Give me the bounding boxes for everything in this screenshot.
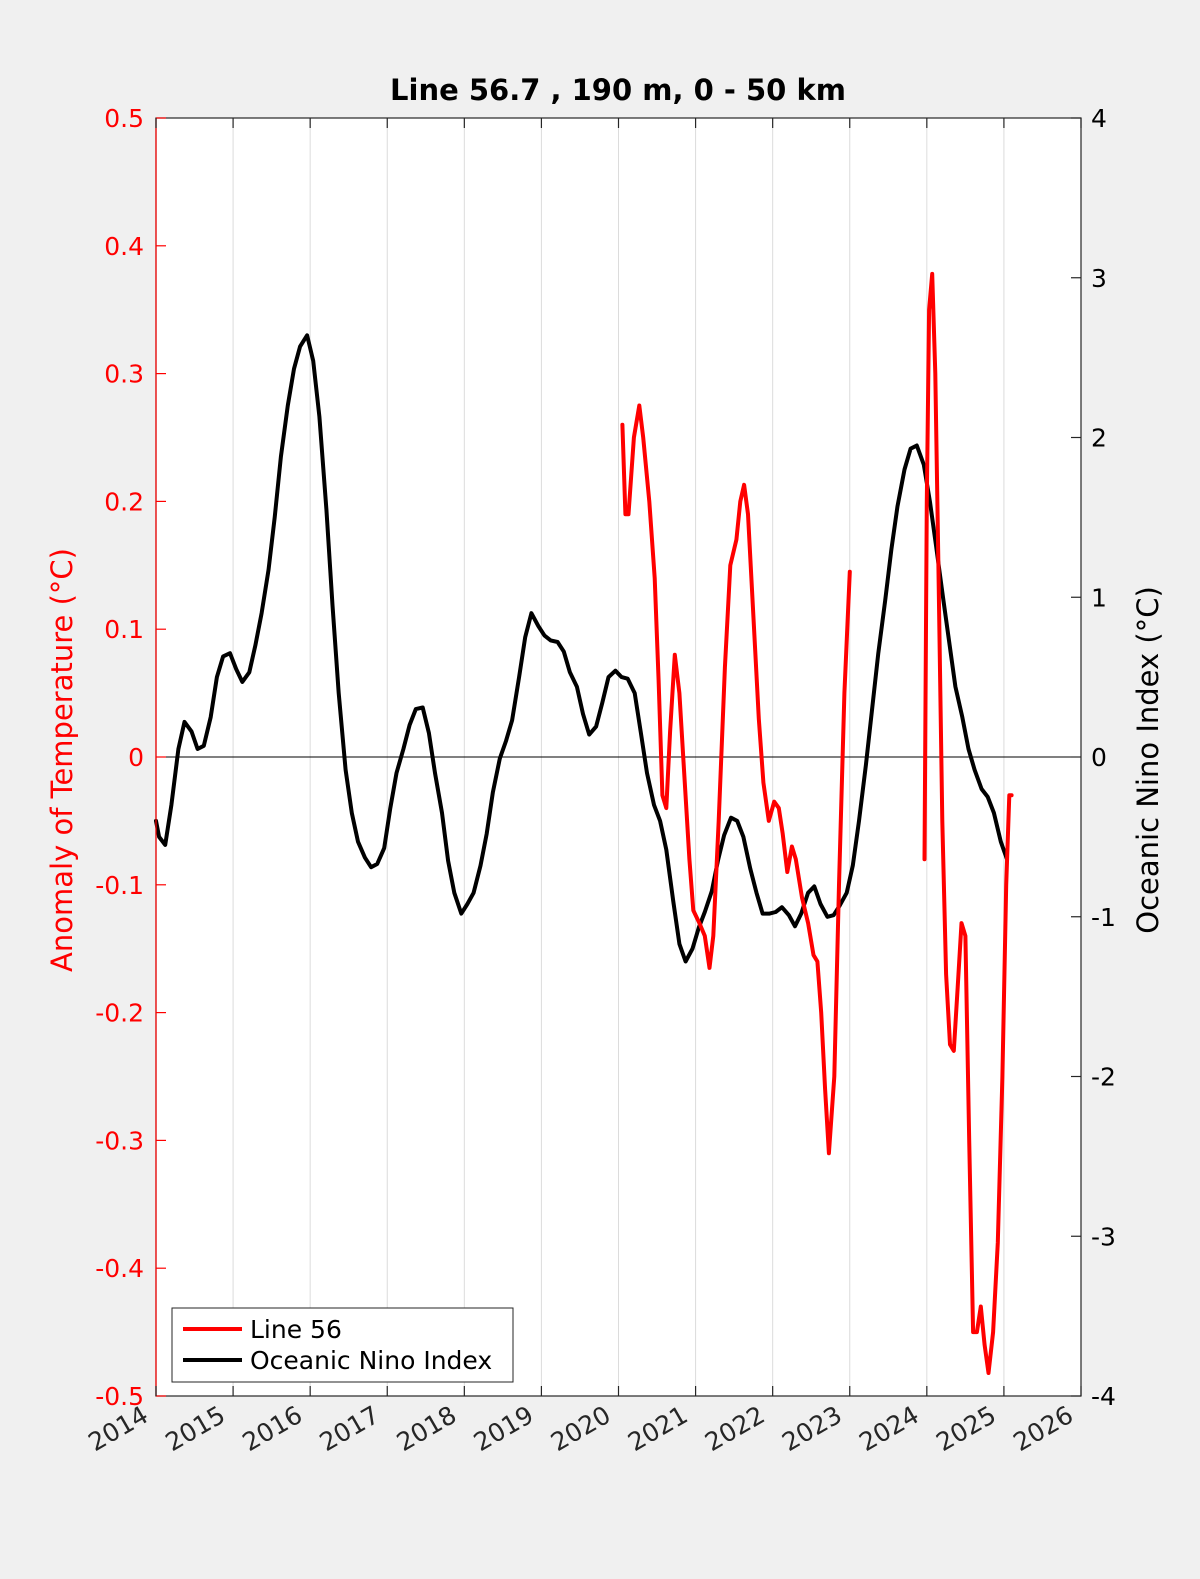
- series-layer: [154, 271, 1014, 1375]
- oni-series-segment: [154, 333, 1009, 964]
- legend-box: [171, 1307, 514, 1383]
- legend-label-oni: Oceanic Nino Index: [250, 1346, 492, 1375]
- left-tick-label: -0.1: [95, 871, 144, 900]
- left-tick-label: 0.1: [104, 615, 144, 644]
- right-tick-label: 3: [1091, 264, 1107, 293]
- left-tick-label: 0.5: [104, 104, 144, 133]
- right-tick-label: -2: [1091, 1063, 1116, 1092]
- right-tick-label: -4: [1091, 1382, 1116, 1411]
- left-tick-label: 0.3: [104, 360, 144, 389]
- right-axis-label: Oceanic Nino Index (°C): [1131, 586, 1165, 934]
- left-tick-label: 0.2: [104, 487, 144, 516]
- left-axis: 0.5 0.4 0.3 0.2 0.1 0 -0.1 -0.2 -0.3 -0.4 -0.5: [95, 104, 166, 1411]
- left-tick-label: -0.2: [95, 999, 144, 1028]
- right-tick-label: 2: [1091, 424, 1107, 453]
- legend: Line 56 Oceanic Nino Index: [171, 1307, 514, 1383]
- left-tick-label: -0.5: [95, 1382, 144, 1411]
- line-56-series-segment: [922, 271, 1014, 1375]
- right-tick-label: -3: [1091, 1222, 1116, 1251]
- line-56-series-segment: [620, 403, 852, 1156]
- left-axis-label: Anomaly of Temperature (°C): [45, 548, 79, 972]
- right-tick-label: 0: [1091, 743, 1107, 772]
- left-tick-label: -0.4: [95, 1254, 144, 1283]
- left-tick-label: 0: [128, 743, 144, 772]
- right-axis: 4 3 2 1 0 -1 -2 -3 -4: [1071, 104, 1116, 1411]
- right-tick-label: 4: [1091, 104, 1107, 133]
- right-tick-label: -1: [1091, 903, 1116, 932]
- legend-label-line-56: Line 56: [250, 1315, 342, 1344]
- left-tick-label: -0.3: [95, 1126, 144, 1155]
- left-tick-label: 0.4: [104, 232, 144, 261]
- right-tick-label: 1: [1091, 583, 1107, 612]
- chart-title: Line 56.7 , 190 m, 0 - 50 km: [390, 73, 846, 107]
